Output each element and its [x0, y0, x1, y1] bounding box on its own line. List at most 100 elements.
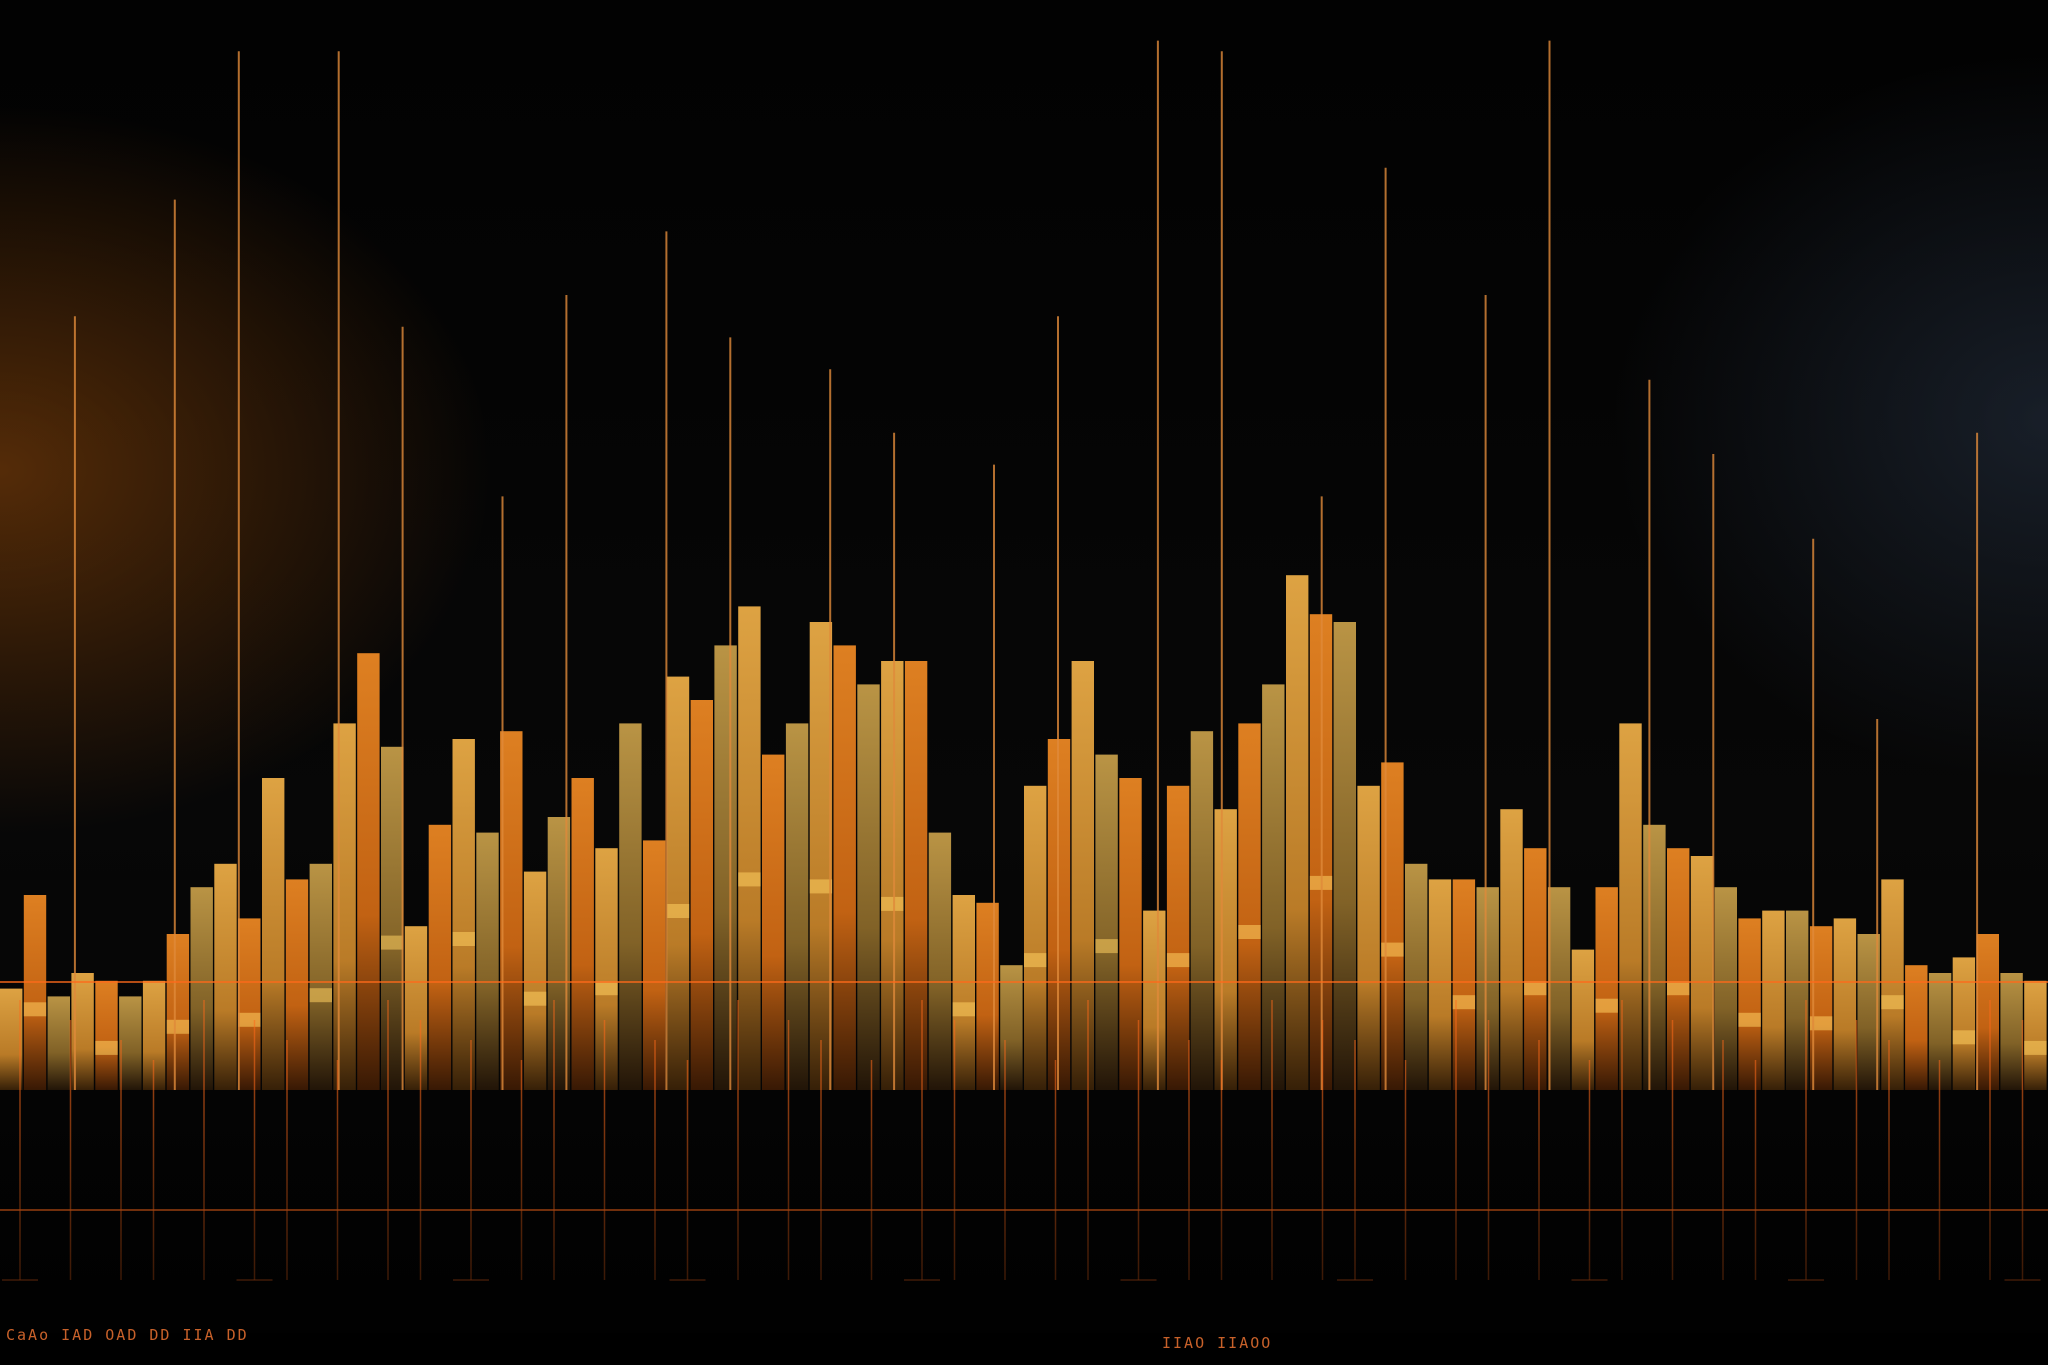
caption-center: IIAO IIAOO — [1162, 1334, 1273, 1352]
bar-highlight — [809, 879, 833, 894]
bar-highlight — [1166, 953, 1190, 968]
bar — [285, 879, 309, 1090]
bar-highlight — [523, 991, 547, 1006]
bar — [785, 723, 809, 1090]
bar — [690, 700, 713, 1090]
bar — [1286, 575, 1309, 1090]
bar — [1024, 785, 1047, 1090]
bar — [643, 840, 666, 1090]
bar — [1619, 723, 1642, 1090]
bar — [619, 723, 642, 1090]
bar — [1976, 934, 1999, 1090]
bar-highlight — [1738, 1012, 1761, 1027]
bar — [1714, 887, 1737, 1090]
bar — [0, 988, 23, 1090]
bar — [1667, 848, 1690, 1090]
bar-highlight — [381, 935, 404, 950]
bar — [142, 980, 166, 1090]
bar-highlight — [238, 1012, 261, 1027]
bar — [928, 832, 952, 1090]
bar — [1476, 887, 1499, 1090]
bar — [857, 684, 880, 1090]
bar — [1762, 910, 1785, 1090]
bar — [476, 832, 499, 1090]
bar-highlight — [595, 981, 618, 996]
bar-highlight — [1667, 981, 1690, 996]
bar-highlight — [2024, 1040, 2047, 1055]
bar — [1524, 848, 1547, 1090]
bar — [1381, 762, 1404, 1090]
bar — [95, 980, 118, 1090]
floor-fade — [0, 1090, 2048, 1365]
bar-highlight — [1095, 939, 1118, 954]
bar — [904, 661, 928, 1090]
bar — [1928, 973, 1952, 1090]
bar-highlight — [1952, 1030, 1976, 1045]
bar-highlight — [1595, 998, 1618, 1013]
bar — [190, 887, 213, 1090]
bar — [500, 731, 523, 1090]
bar — [1238, 723, 1261, 1090]
bar — [1190, 731, 1214, 1090]
bar-highlight — [166, 1019, 190, 1034]
bar-highlight — [666, 904, 690, 918]
caption-left: CaAo IAD OAD DD IIA DD — [6, 1326, 249, 1344]
bar — [404, 926, 428, 1090]
bar — [1214, 809, 1237, 1090]
bar — [1119, 778, 1142, 1090]
bar — [357, 653, 380, 1090]
bar — [71, 973, 94, 1090]
bar-highlight — [952, 1002, 975, 1017]
bar — [1143, 910, 1166, 1090]
bar — [1000, 965, 1023, 1090]
bar — [1262, 684, 1285, 1090]
bar-highlight — [452, 932, 475, 946]
bar — [1786, 910, 1809, 1090]
bar-highlight — [1452, 995, 1476, 1010]
bar — [1833, 918, 1857, 1090]
bar — [833, 645, 856, 1090]
bar — [1571, 949, 1595, 1090]
bar-highlight — [309, 988, 332, 1003]
bar-highlight — [23, 1002, 47, 1017]
bar — [2000, 973, 2023, 1090]
bar — [2024, 980, 2047, 1090]
bar-highlight — [1238, 925, 1261, 939]
bar — [1166, 785, 1190, 1090]
bar — [1881, 879, 1904, 1090]
bar — [1905, 965, 1928, 1090]
bar — [666, 676, 690, 1090]
bar — [1428, 879, 1452, 1090]
bar — [1952, 957, 1976, 1090]
bar — [262, 778, 285, 1090]
bar-highlight — [1809, 1016, 1833, 1031]
bar — [214, 863, 237, 1090]
bar-highlight — [1881, 995, 1904, 1010]
bar — [428, 824, 452, 1090]
bar — [881, 661, 904, 1090]
bar-highlight — [95, 1040, 118, 1055]
bar — [523, 871, 547, 1090]
bar — [1595, 887, 1618, 1090]
spikes-layer — [73, 40, 1979, 1090]
bar-highlight — [1524, 981, 1547, 996]
bar — [595, 848, 618, 1090]
bar — [166, 934, 190, 1090]
bar — [714, 645, 737, 1090]
bar — [23, 895, 47, 1090]
bar-highlight — [1024, 953, 1047, 968]
bar — [1405, 863, 1428, 1090]
bar — [1738, 918, 1761, 1090]
bar — [1643, 824, 1666, 1090]
bar — [952, 895, 975, 1090]
bar-highlight — [1381, 942, 1404, 957]
bar — [1857, 934, 1880, 1090]
bar — [1452, 879, 1476, 1090]
bar — [1095, 754, 1118, 1090]
bar — [333, 723, 356, 1090]
bar — [738, 606, 761, 1090]
bar — [762, 754, 785, 1090]
bar — [119, 996, 142, 1090]
